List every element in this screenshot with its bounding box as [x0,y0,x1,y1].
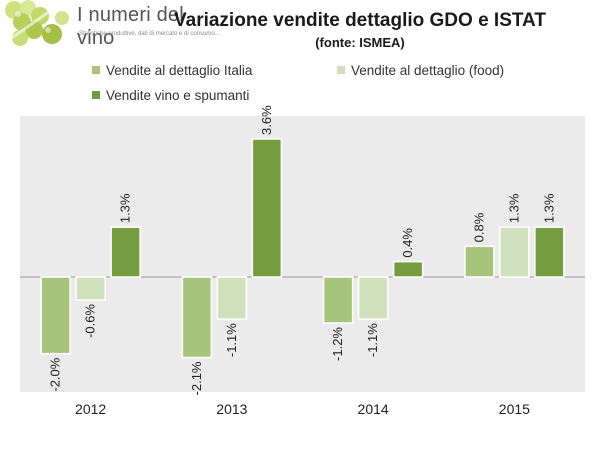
bar [216,276,248,320]
legend-swatch [92,91,100,99]
grapes-logo-icon [5,0,69,46]
chart-title: Variazione vendite dettaglio GDO e ISTAT [174,10,546,31]
data-label: -1.2% [330,327,345,361]
data-label: 1.3% [506,193,521,223]
x-tick-label: 2013 [216,401,247,417]
data-label: 1.3% [118,193,133,223]
x-tick-label: 2014 [358,401,389,417]
legend-item-italia: Vendite al dettaglio Italia [92,62,252,78]
bar [40,276,71,355]
data-label: 0.8% [471,212,486,242]
legend-label: Vendite al dettaglio Italia [106,62,253,78]
data-label: -1.1% [365,323,380,357]
data-label: -2.0% [48,357,63,391]
legend-swatch [92,66,100,74]
logo-title: I numeri del vino [77,4,184,49]
data-label: 0.4% [400,228,415,258]
bar [110,226,141,278]
legend-label: Vendite vino e spumanti [106,87,250,103]
legend-item-vino: Vendite vino e spumanti [92,87,249,103]
bar [392,260,424,278]
bar [75,276,106,301]
data-label: -0.6% [83,304,98,338]
bar [357,276,389,320]
legend-label: Vendite al dettaglio (food) [351,62,505,78]
x-tick-label: 2015 [499,401,530,417]
x-tick-label: 2012 [75,401,106,417]
logo: I numeri del vino Statistiche produttive… [0,0,220,50]
legend-item-food: Vendite al dettaglio (food) [337,62,504,78]
logo-subtitle: Statistiche produttive, dati di mercato … [79,31,220,37]
data-label: 3.6% [259,105,274,135]
data-label: 1.3% [541,193,556,223]
chart-subtitle: (fonte: ISMEA) [315,35,405,50]
bar [534,226,565,278]
bar [322,276,354,324]
bar [251,138,283,278]
bar [499,226,530,278]
data-label: -2.1% [189,361,204,395]
bar [181,276,213,359]
bar [464,245,495,278]
data-label: -1.1% [224,323,239,357]
legend-swatch [337,66,345,74]
